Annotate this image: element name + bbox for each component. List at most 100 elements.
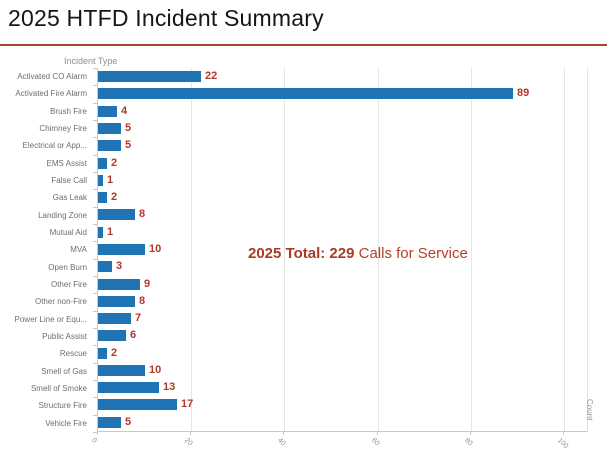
bar-row: 7 bbox=[98, 310, 587, 327]
value-label: 1 bbox=[107, 225, 114, 238]
bar-rescue[interactable] bbox=[98, 347, 107, 359]
value-label: 89 bbox=[517, 87, 530, 100]
x-tick-label-100: 100 bbox=[556, 437, 570, 451]
x-axis-tick bbox=[470, 432, 471, 435]
category-label: Activated CO Alarm bbox=[17, 72, 87, 82]
y-axis-tick bbox=[93, 120, 97, 121]
bar-structure-fire[interactable] bbox=[98, 399, 177, 411]
bar-brush-fire[interactable] bbox=[98, 105, 117, 117]
value-label: 22 bbox=[205, 70, 218, 83]
x-tick-label-60: 60 bbox=[370, 437, 381, 448]
x-tick-label-20: 20 bbox=[183, 437, 194, 448]
bar-false-call[interactable] bbox=[98, 174, 103, 186]
value-label: 13 bbox=[163, 381, 176, 394]
y-axis-tick bbox=[93, 432, 97, 433]
bar-rows: 22 89 4 5 5 2 1 2 8 1 10 3 9 8 7 6 2 10 13 17 5 bbox=[98, 68, 587, 431]
bar-activated-co-alarm[interactable] bbox=[98, 71, 201, 83]
bar-mva[interactable] bbox=[98, 243, 145, 255]
bar-gas-leak[interactable] bbox=[98, 192, 107, 204]
value-label: 2 bbox=[111, 191, 118, 204]
bar-row: 9 bbox=[98, 275, 587, 292]
y-axis-tick bbox=[93, 241, 97, 242]
y-axis-tick bbox=[93, 207, 97, 208]
value-label: 6 bbox=[130, 329, 137, 342]
bar-row: 1 bbox=[98, 224, 587, 241]
category-label: Chimney Fire bbox=[39, 124, 87, 134]
bar-electrical-or-app[interactable] bbox=[98, 140, 121, 152]
y-axis-tick bbox=[93, 137, 97, 138]
category-label: Open Burn bbox=[48, 262, 87, 272]
bar-smell-of-smoke[interactable] bbox=[98, 382, 159, 394]
gridline-x-20 bbox=[191, 68, 192, 431]
gridline-x-60 bbox=[378, 68, 379, 431]
bar-smell-of-gas[interactable] bbox=[98, 364, 145, 376]
bar-chart-plot-area: 22 89 4 5 5 2 1 2 8 1 10 3 9 8 7 6 2 10 13 17 5 bbox=[97, 68, 588, 432]
value-label: 10 bbox=[149, 363, 162, 376]
bar-mutual-aid[interactable] bbox=[98, 226, 103, 238]
y-axis-tick bbox=[93, 311, 97, 312]
bar-row: 13 bbox=[98, 379, 587, 396]
y-axis-title: Incident Type bbox=[64, 56, 118, 66]
category-label: Rescue bbox=[59, 349, 87, 359]
y-axis-tick bbox=[93, 415, 97, 416]
y-axis-tick bbox=[93, 276, 97, 277]
total-annotation-bold: 2025 Total: 229 bbox=[248, 245, 355, 262]
bar-open-burn[interactable] bbox=[98, 261, 112, 273]
bar-power-line-or-equ[interactable] bbox=[98, 313, 131, 325]
value-label: 2 bbox=[111, 156, 118, 169]
category-label: Structure Fire bbox=[38, 401, 87, 411]
bar-row: 5 bbox=[98, 414, 587, 431]
gridline-x-80 bbox=[471, 68, 472, 431]
value-label: 8 bbox=[139, 294, 146, 307]
x-axis-tick bbox=[190, 432, 191, 435]
bar-row: 17 bbox=[98, 396, 587, 413]
category-label: Mutual Aid bbox=[49, 228, 87, 238]
category-label: Public Assist bbox=[42, 332, 87, 342]
bar-row: 89 bbox=[98, 85, 587, 102]
value-label: 7 bbox=[135, 312, 142, 325]
bar-public-assist[interactable] bbox=[98, 330, 126, 342]
x-axis-tick bbox=[377, 432, 378, 435]
category-label: EMS Assist bbox=[46, 158, 87, 168]
y-axis-tick bbox=[93, 345, 97, 346]
y-axis-tick bbox=[93, 172, 97, 173]
category-label: Activated Fire Alarm bbox=[15, 89, 87, 99]
value-label: 3 bbox=[116, 260, 123, 273]
bar-chimney-fire[interactable] bbox=[98, 122, 121, 134]
bar-row: 4 bbox=[98, 103, 587, 120]
category-label: Landing Zone bbox=[38, 210, 87, 220]
bar-other-fire[interactable] bbox=[98, 278, 140, 290]
y-axis-tick bbox=[93, 293, 97, 294]
category-label: Vehicle Fire bbox=[45, 418, 87, 428]
y-axis-tick bbox=[93, 328, 97, 329]
bar-vehicle-fire[interactable] bbox=[98, 416, 121, 428]
gridline-x-100 bbox=[564, 68, 565, 431]
value-label: 5 bbox=[125, 121, 132, 134]
category-label: Other Fire bbox=[50, 280, 87, 290]
bar-ems-assist[interactable] bbox=[98, 157, 107, 169]
bar-activated-fire-alarm[interactable] bbox=[98, 88, 513, 100]
x-tick-label-40: 40 bbox=[276, 437, 287, 448]
category-label: Power Line or Equ... bbox=[14, 314, 87, 324]
x-tick-label-80: 80 bbox=[463, 437, 474, 448]
category-label: Gas Leak bbox=[52, 193, 87, 203]
bar-landing-zone[interactable] bbox=[98, 209, 135, 221]
x-tick-label-0: 0 bbox=[90, 437, 98, 445]
page-title: 2025 HTFD Incident Summary bbox=[8, 5, 324, 31]
y-axis-tick bbox=[93, 224, 97, 225]
bar-row: 2 bbox=[98, 154, 587, 171]
category-label: Smell of Gas bbox=[41, 366, 87, 376]
bar-other-non-fire[interactable] bbox=[98, 295, 135, 307]
category-label: Smell of Smoke bbox=[30, 384, 87, 394]
bar-row: 5 bbox=[98, 120, 587, 137]
value-label: 1 bbox=[107, 173, 114, 186]
value-label: 10 bbox=[149, 242, 162, 255]
bar-row: 1 bbox=[98, 172, 587, 189]
y-axis-tick bbox=[93, 363, 97, 364]
total-annotation: 2025 Total: 229 Calls for Service bbox=[248, 245, 468, 262]
category-label: Brush Fire bbox=[50, 106, 87, 116]
title-underline bbox=[0, 44, 607, 46]
category-label: False Call bbox=[51, 176, 87, 186]
y-axis-tick bbox=[93, 155, 97, 156]
